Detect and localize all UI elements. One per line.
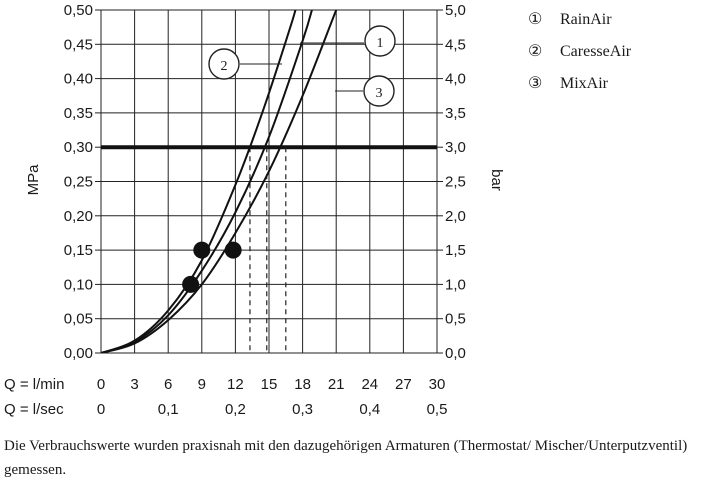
y-right-tick-label: 2,5 [445,174,466,191]
series-line-mixair [101,10,338,353]
y-left-tick-label: 0,40 [64,71,93,88]
x-tick-label-lsec: 0 [97,401,105,418]
flow-pressure-chart: 0,000,050,100,150,200,250,300,350,400,45… [4,2,632,418]
y-left-tick-label: 0,05 [64,311,93,328]
x-tick-label-lmin: 12 [227,376,244,393]
y-right-tick-label: 5,0 [445,2,466,19]
x-tick-label-lmin: 27 [395,376,412,393]
x-tick-label-lsec: 0,1 [158,401,179,418]
series-badge [363,75,395,107]
y-left-tick-label: 0,45 [64,36,93,53]
series-line-caresseair [101,10,297,353]
y-left-tick-label: 0,35 [64,105,93,122]
legend-label: RainAir [560,11,612,28]
y-left-tick-label: 0,30 [64,139,93,156]
y-right-tick-label: 0,5 [445,311,466,328]
x-tick-label-lmin: 6 [164,376,172,393]
legend: ① RainAir ② CaresseAir ③ MixAir [528,11,632,92]
legend-marker: ② [528,43,542,60]
x-tick-label-lmin: 21 [328,376,345,393]
series-badge-number: 2 [221,59,228,74]
y-right-tick-label: 3,5 [445,105,466,122]
legend-marker: ③ [528,75,542,92]
x-tick-label-lmin: 15 [261,376,278,393]
x-tick-label-lsec: 0,3 [292,401,313,418]
data-point-mixair [224,241,242,259]
x-tick-label-lmin: 18 [294,376,311,393]
y-left-tick-label: 0,50 [64,2,93,19]
y-left-tick-label: 0,20 [64,208,93,225]
y-right-tick-label: 3,0 [445,139,466,156]
x-axis-lmin-label: Q = l/min [4,376,64,393]
series-badge-number: 3 [376,86,383,101]
y-right-tick-label: 1,0 [445,276,466,293]
x-tick-label-lsec: 0,2 [225,401,246,418]
x-tick-label-lsec: 0,5 [427,401,448,418]
x-tick-label-lmin: 0 [97,376,105,393]
measurement-note: Die Verbrauchswerte wurden praxisnah mit… [4,438,688,478]
y-left-tick-label: 0,10 [64,276,93,293]
y-right-tick-label: 0,0 [445,345,466,362]
y-right-tick-label: 4,0 [445,71,466,88]
x-tick-label-lmin: 9 [198,376,206,393]
y-left-tick-label: 0,00 [64,345,93,362]
series-line-rainair [101,10,313,353]
series-badge-number: 1 [377,36,384,51]
y-left-tick-label: 0,15 [64,242,93,259]
y-left-tick-label: 0,25 [64,174,93,191]
series-badge [364,25,396,57]
x-tick-label-lmin: 24 [361,376,378,393]
y-right-tick-label: 1,5 [445,242,466,259]
legend-marker: ① [528,11,542,28]
y-right-tick-label: 2,0 [445,208,466,225]
data-point-caresseair [182,275,200,293]
series-layer: 1 2 3 [101,10,437,353]
y-axis-left-label: MPa [25,164,42,196]
x-tick-label-lmin: 30 [429,376,446,393]
y-axis-right-label: bar [488,169,505,191]
data-point-rainair [193,241,211,259]
series-badge [208,48,240,80]
x-tick-label-lsec: 0,4 [359,401,380,418]
grid [100,9,438,354]
x-axis-lsec-label: Q = l/sec [4,401,64,418]
legend-label: CaresseAir [560,43,632,60]
axis-ticks: 0,000,050,100,150,200,250,300,350,400,45… [64,2,466,418]
x-tick-label-lmin: 3 [130,376,138,393]
y-right-tick-label: 4,5 [445,36,466,53]
legend-label: MixAir [560,75,609,92]
